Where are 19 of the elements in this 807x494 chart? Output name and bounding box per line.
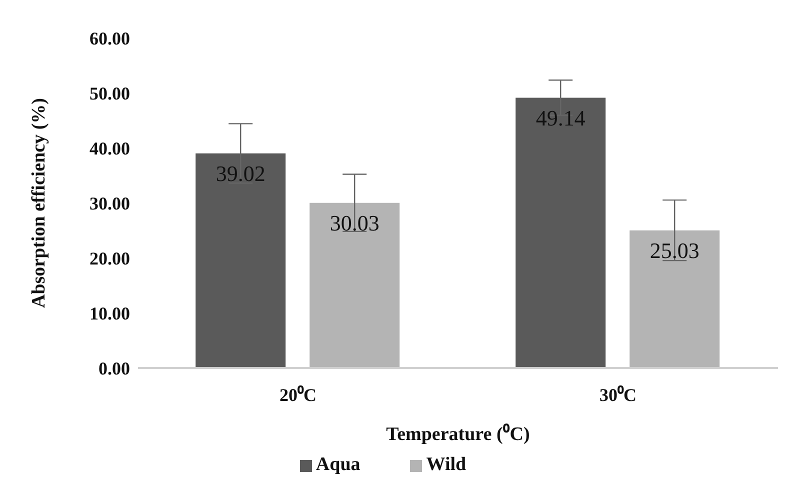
y-tick-label: 30.00 <box>90 193 130 214</box>
x-axis-title: Temperature (⁰C) <box>386 423 530 445</box>
data-label: 39.02 <box>216 161 266 186</box>
data-label: 49.14 <box>536 105 586 130</box>
x-tick-label: 30⁰C <box>600 384 636 405</box>
data-label: 30.03 <box>330 210 380 236</box>
y-tick-label: 60.00 <box>90 28 130 48</box>
bar <box>310 202 400 368</box>
data-label: 25.03 <box>650 238 700 263</box>
y-tick-label: 40.00 <box>90 138 130 158</box>
y-axis-title: Absorption efficiency (%) <box>28 98 50 308</box>
y-tick-label: 0.00 <box>98 358 130 378</box>
y-tick-label: 10.00 <box>90 303 130 324</box>
y-tick-label: 50.00 <box>90 83 130 104</box>
bar <box>630 230 720 368</box>
legend-label: Wild <box>426 454 466 475</box>
y-tick-label: 20.00 <box>90 248 130 268</box>
legend-label: Aqua <box>316 454 360 475</box>
x-tick-label: 20⁰C <box>280 384 316 405</box>
